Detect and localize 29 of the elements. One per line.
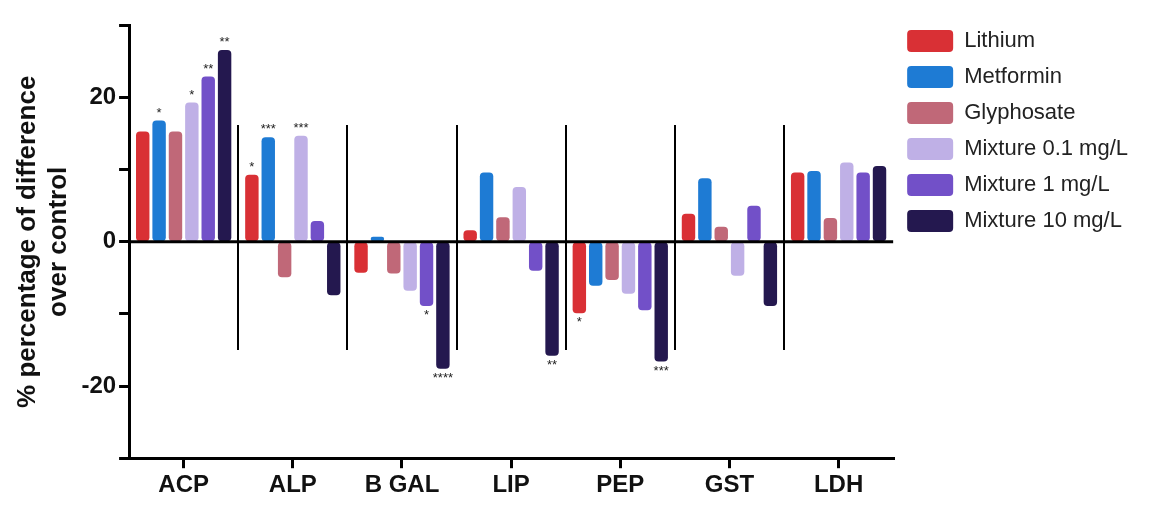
- data-label: *: [156, 104, 162, 120]
- x-tick-label: LDH: [813, 470, 864, 498]
- data-label: *: [424, 307, 430, 323]
- x-tick-label: LIP: [492, 470, 530, 498]
- legend-label: Lithium: [964, 27, 1036, 53]
- legend-label: Mixture 1 mg/L: [964, 171, 1110, 197]
- y-axis-title: % percentage of difference over control: [10, 75, 72, 408]
- x-tick-label: B GAL: [364, 470, 440, 498]
- data-label: ***: [653, 362, 669, 378]
- data-label: ***: [260, 121, 276, 137]
- legend-label: Metformin: [964, 63, 1062, 89]
- data-label: **: [546, 356, 558, 372]
- data-label: *: [576, 314, 582, 330]
- legend-label: Glyphosate: [964, 99, 1076, 125]
- y-tick-label: 20: [89, 82, 117, 110]
- data-label: **: [203, 60, 214, 76]
- data-label: ****: [432, 369, 454, 385]
- legend-label: Mixture 10 mg/L: [964, 207, 1122, 233]
- y-tick-label: -20: [81, 370, 117, 398]
- data-label: ***: [293, 119, 309, 135]
- x-tick-label: ALP: [268, 470, 317, 498]
- x-tick-label: ACP: [158, 470, 209, 498]
- x-tick-label: PEP: [596, 470, 645, 498]
- data-label: *: [189, 86, 195, 102]
- data-label: **: [219, 34, 230, 49]
- y-tick-label: 0: [102, 226, 117, 254]
- x-tick-label: GST: [704, 470, 755, 498]
- legend-label: Mixture 0.1 mg/L: [964, 135, 1128, 161]
- data-label: *: [249, 158, 255, 174]
